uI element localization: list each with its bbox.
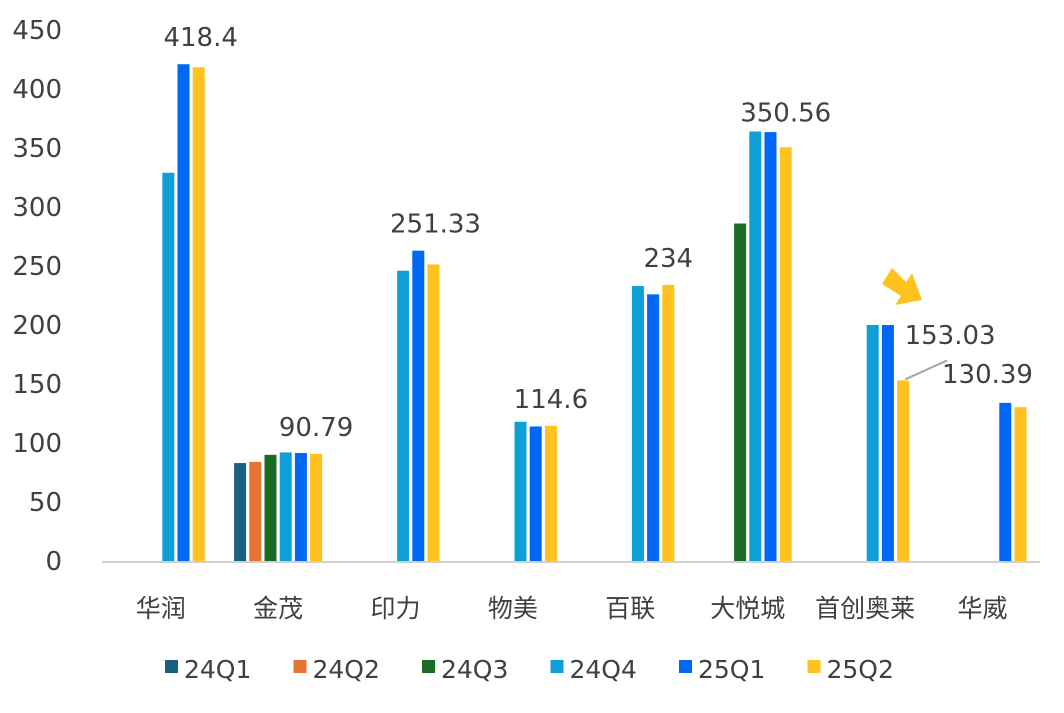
y-tick-label: 450 (12, 16, 62, 46)
x-axis-labels: 华润 金茂 印力 物美 百联 大悦城 首创奥莱 华威 (136, 594, 1008, 623)
legend-item-24Q4: 24Q4 (550, 655, 637, 684)
bar-24Q3-大悦城 (734, 223, 747, 561)
x-tick-label: 印力 (370, 594, 420, 623)
legend-label: 24Q2 (313, 655, 380, 684)
bar-24Q4-华润 (162, 172, 175, 561)
legend-swatch (679, 660, 692, 673)
bar-24Q4-金茂 (279, 452, 292, 561)
x-tick-label: 百联 (605, 594, 655, 623)
bar-25Q1-金茂 (294, 453, 307, 561)
bar-25Q1-华威 (999, 402, 1012, 561)
legend-swatch (807, 660, 821, 673)
legend-label: 25Q1 (698, 655, 765, 684)
bar-24Q4-大悦城 (749, 131, 762, 562)
bar-24Q4-百联 (631, 286, 644, 561)
legend-swatch (165, 660, 178, 673)
bar-25Q2-百联 (662, 284, 675, 561)
legend-item-24Q3: 24Q3 (422, 655, 508, 684)
y-tick-label: 300 (12, 193, 62, 223)
bar-25Q2-华润 (192, 67, 205, 562)
legend-swatch (550, 660, 564, 673)
bar-25Q1-物美 (529, 426, 542, 561)
bar-25Q1-首创奥莱 (881, 325, 894, 561)
x-tick-label: 物美 (488, 594, 538, 623)
x-tick-label: 金茂 (253, 594, 303, 623)
bar-24Q1-金茂 (234, 463, 247, 561)
bar-25Q1-印力 (412, 250, 425, 561)
legend-item-25Q1: 25Q1 (679, 655, 765, 684)
y-tick-label: 250 (12, 252, 62, 282)
bar-24Q2-金茂 (249, 461, 262, 561)
bars (162, 64, 1027, 562)
bar-25Q1-百联 (647, 294, 660, 561)
bar-24Q3-金茂 (264, 454, 277, 561)
y-tick-label: 400 (12, 75, 62, 105)
x-tick-label: 华威 (957, 594, 1007, 623)
legend-label: 25Q2 (827, 655, 894, 684)
y-tick-label: 0 (45, 547, 62, 577)
bar-25Q2-首创奥莱 (897, 380, 910, 561)
legend: 24Q1 24Q2 24Q3 24Q4 25Q1 25Q2 (165, 655, 894, 684)
bar-25Q2-金茂 (310, 453, 323, 561)
y-tick-label: 200 (12, 311, 62, 341)
x-tick-label: 首创奥莱 (815, 594, 915, 623)
data-label: 251.33 (390, 210, 481, 240)
x-tick-label: 大悦城 (710, 594, 785, 623)
leader-line (904, 359, 948, 381)
x-tick-label: 华润 (136, 594, 186, 623)
y-tick-label: 100 (12, 429, 62, 459)
data-label: 90.79 (279, 413, 353, 443)
bar-25Q2-华威 (1014, 407, 1027, 561)
bar-24Q4-物美 (514, 421, 527, 561)
data-label: 153.03 (905, 321, 996, 351)
data-labels: 418.4 90.79 251.33 114.6 234 350.56 153.03 130.… (163, 23, 1033, 443)
legend-label: 24Q1 (184, 655, 251, 684)
y-tick-label: 50 (29, 488, 62, 518)
legend-item-24Q2: 24Q2 (293, 655, 380, 684)
bar-25Q2-印力 (427, 264, 440, 561)
bar-25Q2-物美 (544, 425, 557, 561)
data-label: 130.39 (942, 360, 1033, 390)
data-label: 350.56 (740, 98, 831, 128)
bar-24Q4-印力 (397, 270, 410, 561)
arrow-annotation-icon (882, 268, 922, 305)
legend-label: 24Q4 (570, 655, 637, 684)
bar-24Q4-首创奥莱 (866, 325, 879, 561)
data-label: 234 (643, 244, 693, 274)
legend-swatch (422, 660, 435, 673)
legend-swatch (293, 660, 307, 673)
y-tick-label: 150 (12, 370, 62, 400)
legend-item-25Q2: 25Q2 (807, 655, 894, 684)
bar-25Q2-大悦城 (779, 147, 792, 561)
y-tick-label: 350 (12, 134, 62, 164)
data-label: 418.4 (163, 23, 237, 53)
bar-25Q1-大悦城 (764, 132, 777, 561)
legend-item-24Q1: 24Q1 (165, 655, 251, 684)
legend-label: 24Q3 (441, 655, 508, 684)
data-label: 114.6 (514, 385, 588, 415)
bar-25Q1-华润 (177, 64, 190, 561)
y-axis-ticks: 0 50 100 150 200 250 300 350 400 450 (12, 16, 62, 577)
